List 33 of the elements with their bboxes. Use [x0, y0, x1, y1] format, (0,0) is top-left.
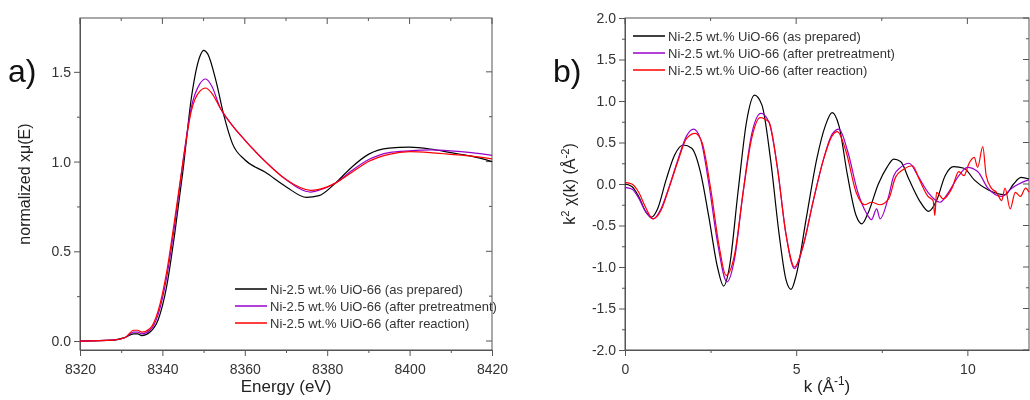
x-tick-label: 0 [621, 361, 630, 378]
x-tick-label: 5 [792, 361, 801, 378]
x-axis-title: k (Å$^{-1}$) [803, 374, 851, 396]
x-tick-label: 8420 [476, 361, 509, 378]
legend-label: Ni-2.5 wt.% UiO-66 (after pretreatment) [668, 46, 895, 61]
text: a) [8, 53, 37, 89]
x-tick-label: 8340 [147, 361, 179, 378]
legend-label: Ni-2.5 wt.% UiO-66 (as prepared) [668, 29, 861, 44]
x-tick-label: 8400 [394, 361, 426, 378]
x-tick-label: 8320 [64, 361, 97, 378]
y-tick-label: -1.5 [591, 300, 617, 317]
y-tick-label: -0.5 [591, 217, 617, 234]
y-tick-label: 0.0 [51, 333, 72, 350]
y-tick-label: 1.0 [596, 92, 617, 109]
y-tick-label: 2.0 [596, 9, 617, 26]
y-tick-label: -2.0 [591, 341, 617, 358]
legend-label: Ni-2.5 wt.% UiO-66 (as prepared) [270, 282, 463, 297]
y-tick-label: 1.0 [51, 153, 72, 170]
y-axis-title: normalized xμ(E) [16, 123, 33, 245]
text: b) [553, 53, 582, 89]
x-tick-label: 8360 [229, 361, 262, 378]
y-tick-label: 0.5 [596, 134, 617, 151]
y-tick-label: 1.5 [51, 63, 72, 80]
x-axis-title: Energy (eV) [240, 377, 332, 396]
y-tick-label: -1.0 [591, 258, 617, 275]
y-tick-label: 0.0 [596, 175, 617, 192]
legend-label: Ni-2.5 wt.% UiO-66 (after pretreatment) [270, 299, 497, 314]
x-tick-label: 10 [960, 361, 976, 378]
x-tick-label: 8380 [312, 361, 344, 378]
legend-label: Ni-2.5 wt.% UiO-66 (after reaction) [270, 316, 470, 331]
y-tick-label: 1.5 [596, 51, 617, 68]
y-tick-label: 0.5 [51, 243, 72, 260]
legend-label: Ni-2.5 wt.% UiO-66 (after reaction) [668, 63, 868, 78]
